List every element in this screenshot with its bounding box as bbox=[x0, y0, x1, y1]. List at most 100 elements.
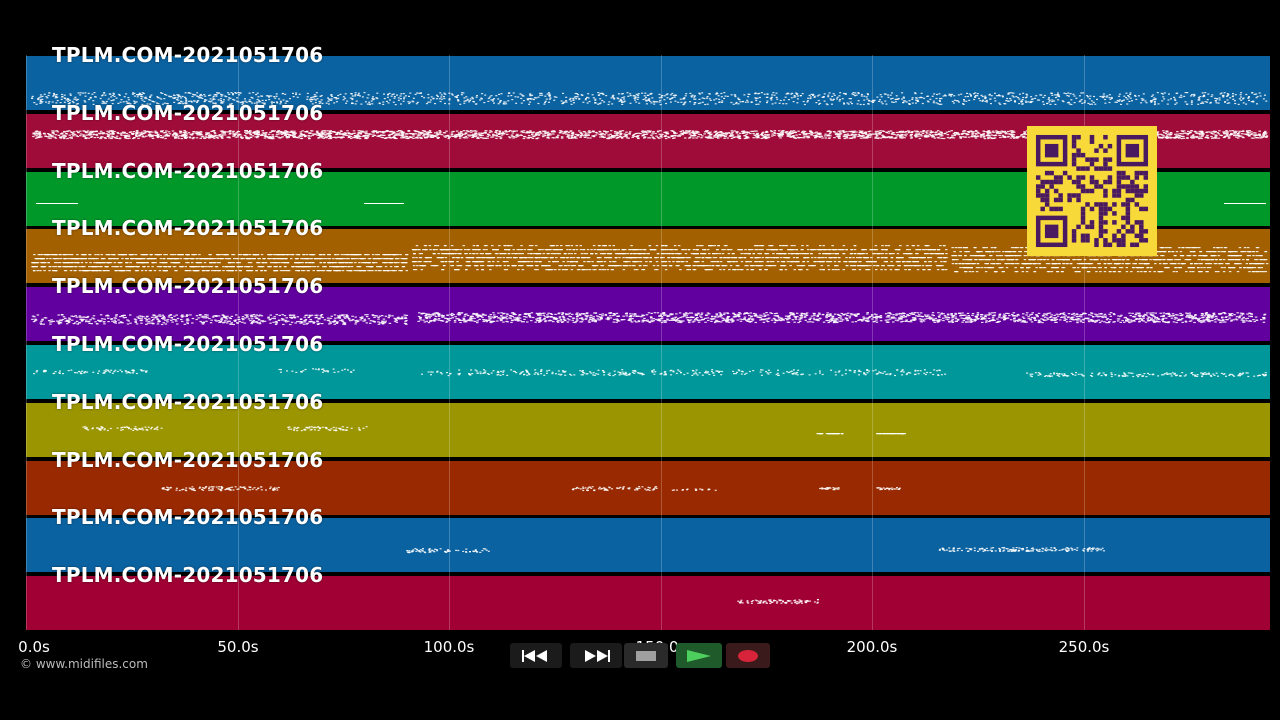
note-mark bbox=[290, 258, 293, 260]
note-mark bbox=[141, 103, 144, 106]
note-mark bbox=[82, 130, 85, 132]
note-mark bbox=[185, 262, 188, 264]
note-mark bbox=[31, 266, 35, 268]
note-mark bbox=[261, 99, 264, 101]
note-mark bbox=[1191, 135, 1195, 137]
note-mark bbox=[313, 266, 317, 268]
note-mark bbox=[829, 135, 832, 137]
note-mark bbox=[537, 102, 540, 105]
note-mark bbox=[198, 97, 201, 99]
note-mark bbox=[531, 132, 534, 134]
note-mark bbox=[1031, 98, 1034, 100]
note-mark bbox=[149, 133, 152, 136]
note-mark bbox=[357, 94, 360, 96]
note-mark bbox=[869, 133, 872, 135]
note-mark bbox=[845, 136, 848, 138]
note-mark bbox=[757, 103, 760, 105]
note-mark bbox=[818, 136, 822, 138]
note-mark bbox=[674, 100, 677, 102]
note-mark bbox=[393, 97, 396, 99]
note-mark bbox=[615, 137, 619, 139]
note-mark bbox=[253, 102, 256, 104]
note-mark bbox=[961, 136, 965, 138]
note-mark bbox=[272, 130, 275, 132]
note-mark bbox=[1056, 95, 1059, 97]
note-mark bbox=[900, 133, 903, 135]
note-mark bbox=[837, 135, 840, 137]
note-mark bbox=[1197, 133, 1201, 135]
note-mark bbox=[150, 94, 153, 96]
note-mark bbox=[915, 132, 918, 134]
note-mark bbox=[239, 92, 242, 94]
note-mark bbox=[511, 99, 514, 101]
note-mark bbox=[779, 132, 783, 134]
note-mark bbox=[389, 137, 392, 139]
note-mark bbox=[659, 104, 662, 106]
note-mark bbox=[1018, 103, 1021, 105]
note-mark bbox=[819, 135, 822, 137]
note-mark bbox=[796, 102, 799, 104]
note-mark bbox=[964, 133, 968, 135]
note-mark bbox=[417, 131, 420, 133]
note-mark bbox=[440, 134, 444, 136]
note-mark bbox=[643, 133, 646, 135]
note-mark bbox=[866, 98, 869, 100]
note-mark bbox=[242, 102, 245, 104]
note-mark bbox=[617, 98, 620, 100]
note-mark bbox=[250, 96, 253, 98]
note-mark bbox=[1023, 135, 1026, 137]
note-mark bbox=[567, 132, 571, 134]
note-mark bbox=[1092, 101, 1095, 103]
note-mark bbox=[936, 136, 940, 139]
note-mark bbox=[419, 136, 422, 138]
note-mark bbox=[1049, 103, 1052, 105]
note-mark bbox=[267, 95, 270, 97]
note-mark bbox=[592, 135, 596, 137]
track-row[interactable] bbox=[26, 55, 1270, 111]
note-mark bbox=[793, 136, 796, 138]
note-mark bbox=[60, 137, 63, 139]
note-mark bbox=[652, 131, 655, 133]
note-mark bbox=[372, 130, 375, 132]
note-mark bbox=[235, 92, 238, 94]
note-mark bbox=[144, 97, 146, 99]
note-mark bbox=[1128, 96, 1131, 98]
note-mark bbox=[560, 100, 563, 102]
note-mark bbox=[1110, 97, 1113, 99]
note-mark bbox=[558, 132, 562, 134]
note-mark bbox=[360, 131, 363, 133]
note-mark bbox=[210, 266, 214, 268]
note-mark bbox=[826, 104, 829, 106]
note-mark bbox=[1057, 92, 1059, 94]
note-mark bbox=[915, 102, 917, 104]
note-mark bbox=[254, 136, 257, 138]
note-mark bbox=[107, 134, 110, 136]
note-mark bbox=[541, 130, 545, 132]
note-mark bbox=[387, 134, 391, 136]
note-mark bbox=[573, 102, 575, 104]
note-mark bbox=[402, 100, 405, 102]
note-mark bbox=[390, 258, 394, 260]
note-mark bbox=[59, 102, 62, 104]
note-mark bbox=[310, 97, 313, 99]
note-mark bbox=[301, 258, 305, 260]
note-mark bbox=[245, 130, 248, 132]
note-mark bbox=[1202, 133, 1205, 135]
note-mark bbox=[991, 137, 995, 139]
note-mark bbox=[948, 94, 951, 96]
note-mark bbox=[720, 92, 723, 95]
note-mark bbox=[42, 132, 46, 135]
note-mark bbox=[627, 95, 630, 97]
note-mark bbox=[594, 98, 597, 100]
note-mark bbox=[535, 133, 539, 135]
note-mark bbox=[342, 99, 345, 101]
note-mark bbox=[236, 100, 239, 102]
note-mark bbox=[163, 254, 166, 256]
note-mark bbox=[127, 102, 130, 104]
note-mark bbox=[857, 135, 860, 137]
note-mark bbox=[869, 130, 872, 132]
note-mark bbox=[625, 135, 628, 137]
note-mark bbox=[624, 134, 627, 136]
note-mark bbox=[248, 92, 251, 94]
note-mark bbox=[520, 94, 523, 96]
